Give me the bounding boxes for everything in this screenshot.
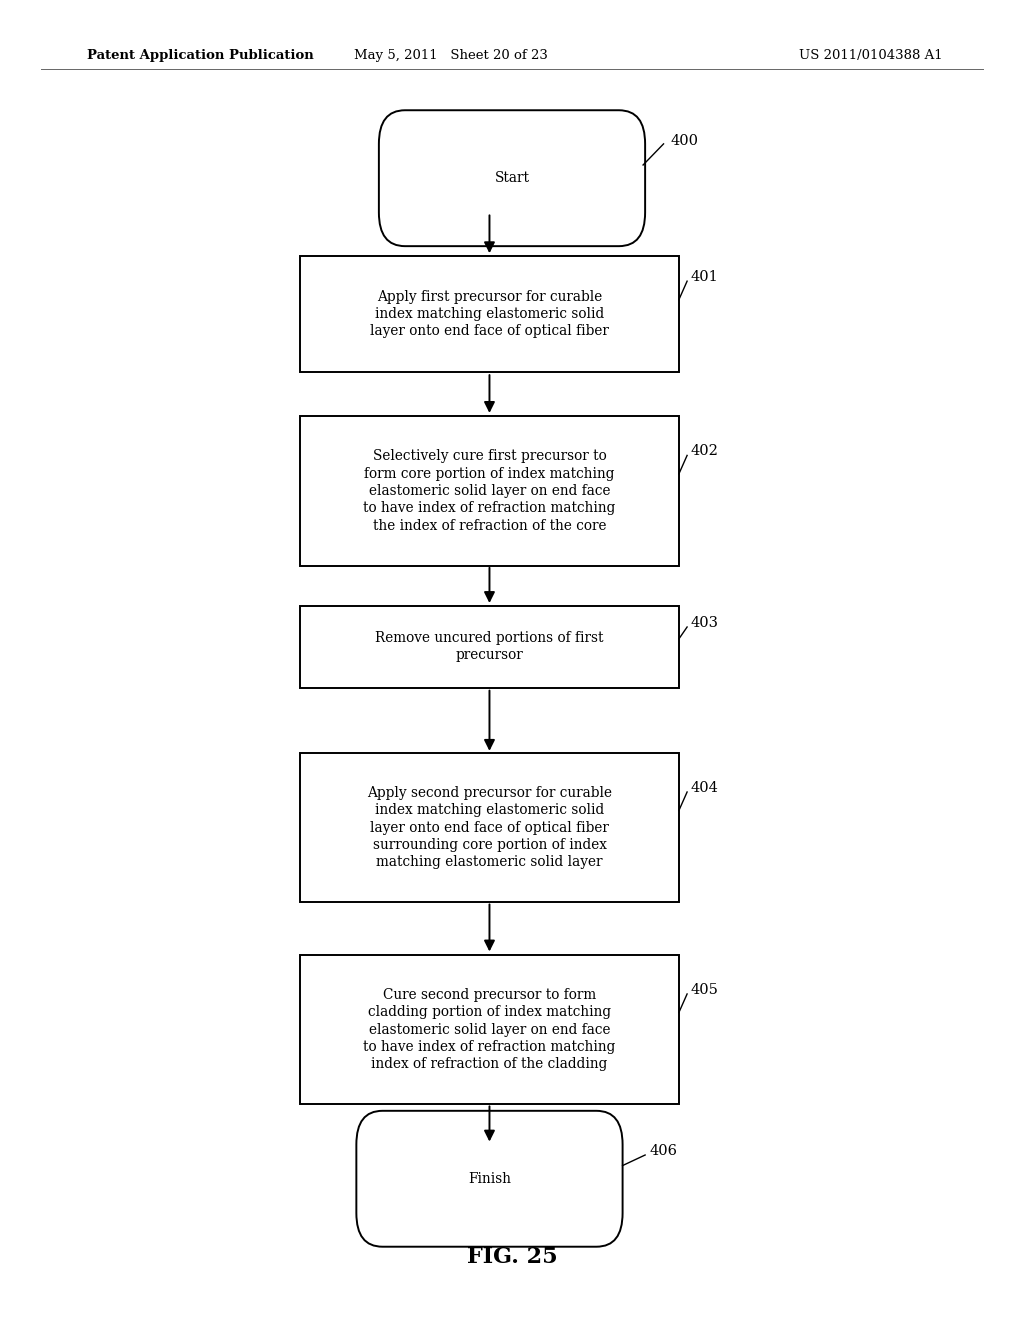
Text: May 5, 2011   Sheet 20 of 23: May 5, 2011 Sheet 20 of 23 [353,49,548,62]
Text: US 2011/0104388 A1: US 2011/0104388 A1 [799,49,942,62]
Text: Start: Start [495,172,529,185]
Text: Selectively cure first precursor to
form core portion of index matching
elastome: Selectively cure first precursor to form… [364,449,615,533]
Text: 406: 406 [649,1144,677,1158]
Text: 401: 401 [690,271,718,284]
Text: Apply first precursor for curable
index matching elastomeric solid
layer onto en: Apply first precursor for curable index … [370,290,609,338]
Text: 403: 403 [690,616,718,630]
Text: 402: 402 [690,445,718,458]
Text: 404: 404 [690,781,718,795]
Text: Finish: Finish [468,1172,511,1185]
Text: 405: 405 [690,983,718,997]
Bar [300,956,679,1104]
Bar [300,606,679,688]
Bar [300,256,679,372]
Text: FIG. 25: FIG. 25 [467,1246,557,1267]
Text: Remove uncured portions of first
precursor: Remove uncured portions of first precurs… [375,631,604,663]
Text: 400: 400 [671,135,698,148]
Bar [300,417,679,565]
FancyBboxPatch shape [379,111,645,246]
Text: Apply second precursor for curable
index matching elastomeric solid
layer onto e: Apply second precursor for curable index… [367,785,612,870]
Text: Cure second precursor to form
cladding portion of index matching
elastomeric sol: Cure second precursor to form cladding p… [364,987,615,1072]
Text: Patent Application Publication: Patent Application Publication [87,49,313,62]
Bar [300,752,679,903]
FancyBboxPatch shape [356,1111,623,1246]
